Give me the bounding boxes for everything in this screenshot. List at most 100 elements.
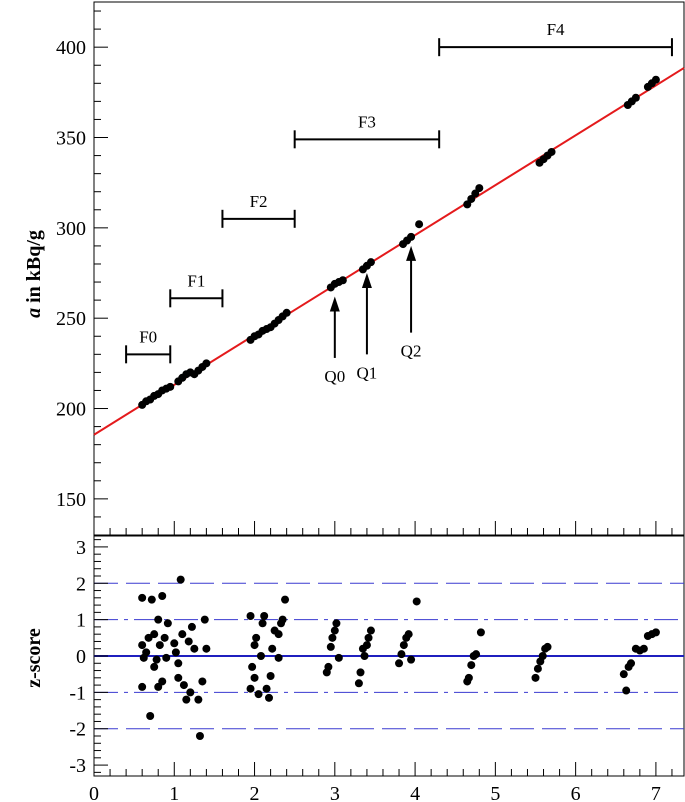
range-bracket-label: F2 bbox=[250, 192, 268, 211]
bottom-data-point bbox=[467, 661, 476, 670]
bottom-data-point bbox=[256, 652, 265, 660]
bottom-data-point bbox=[158, 592, 167, 600]
top-data-point bbox=[651, 75, 660, 84]
bottom-data-point bbox=[639, 644, 648, 653]
bottom-y-tick-label: 0 bbox=[76, 646, 86, 668]
bottom-data-point bbox=[160, 633, 169, 642]
bottom-data-point bbox=[154, 615, 163, 624]
bottom-data-point bbox=[619, 670, 628, 679]
top-panel: a in kBq/g 150 200 250 300 350 400 F0 F1 F2 F3 F4 Q… bbox=[23, 1, 685, 536]
bottom-data-point bbox=[184, 637, 193, 646]
bottom-data-point bbox=[171, 648, 180, 657]
bottom-data-point bbox=[651, 628, 660, 637]
bottom-data-point bbox=[533, 664, 542, 673]
bottom-data-point bbox=[142, 648, 151, 657]
bottom-data-point bbox=[407, 655, 416, 664]
arrow-head bbox=[406, 245, 417, 261]
bottom-data-point bbox=[531, 673, 540, 682]
bottom-data-point bbox=[538, 652, 547, 660]
bottom-data-point bbox=[262, 684, 271, 693]
top-data-point bbox=[166, 382, 175, 391]
bottom-data-point bbox=[472, 650, 481, 659]
bottom-x-tick-label: 1 bbox=[169, 783, 179, 802]
range-bracket-label: F1 bbox=[187, 271, 205, 290]
bottom-data-point bbox=[330, 626, 339, 635]
bottom-data-point bbox=[252, 633, 261, 642]
bottom-y-tick-label: -1 bbox=[69, 682, 86, 704]
bottom-x-tick-label: 4 bbox=[410, 783, 420, 802]
bottom-x-tick-label: 3 bbox=[330, 783, 340, 802]
bottom-x-tick-label: 7 bbox=[651, 783, 661, 802]
range-bracket-f2: F2 bbox=[221, 192, 296, 228]
bottom-data-point bbox=[190, 644, 199, 653]
bottom-data-point bbox=[278, 615, 287, 624]
bottom-data-point bbox=[194, 695, 203, 704]
bottom-data-point bbox=[281, 595, 290, 604]
bottom-data-point bbox=[174, 659, 183, 668]
bottom-data-point bbox=[274, 653, 283, 662]
bottom-panel: z-score -3 -2 -1 0 1 2 3 0 1 2 3 4 5 6 7 bbox=[23, 535, 685, 802]
arrow-head bbox=[329, 296, 340, 312]
top-data-point bbox=[631, 93, 640, 102]
bottom-data-point bbox=[155, 641, 164, 650]
bottom-data-point bbox=[366, 626, 375, 635]
arrow-q2: Q2 bbox=[401, 245, 421, 361]
bottom-data-point bbox=[328, 633, 337, 642]
bottom-data-point bbox=[332, 619, 341, 628]
bottom-data-point bbox=[334, 653, 343, 662]
bottom-y-tick-label: 1 bbox=[76, 610, 86, 632]
bottom-data-point bbox=[248, 662, 257, 671]
bottom-data-point bbox=[146, 712, 155, 720]
bottom-data-point bbox=[195, 732, 204, 740]
top-y-tick-label: 300 bbox=[56, 218, 86, 240]
bottom-y-tick-label: 2 bbox=[76, 573, 86, 595]
bottom-data-point bbox=[356, 668, 365, 677]
range-bracket-f3: F3 bbox=[293, 112, 441, 149]
bottom-data-point bbox=[150, 630, 159, 639]
bottom-x-tick-label: 2 bbox=[250, 783, 260, 802]
bottom-data-point bbox=[362, 641, 371, 650]
range-bracket-f4: F4 bbox=[438, 20, 673, 57]
bottom-data-point bbox=[260, 612, 269, 620]
arrow-head bbox=[361, 273, 372, 289]
top-data-point bbox=[282, 308, 291, 317]
top-y-tick-label: 150 bbox=[56, 489, 86, 511]
bottom-data-point bbox=[360, 652, 369, 660]
bottom-data-point bbox=[264, 693, 273, 702]
bottom-data-point bbox=[543, 642, 552, 651]
top-y-tick-label: 400 bbox=[56, 37, 86, 59]
top-y-tick-label: 250 bbox=[56, 308, 86, 330]
top-data-point bbox=[407, 232, 416, 241]
bottom-data-point bbox=[622, 686, 631, 695]
range-bracket-label: F3 bbox=[358, 112, 376, 131]
top-y-tick-label: 350 bbox=[56, 128, 86, 150]
bottom-y-tick-label: -2 bbox=[69, 719, 86, 741]
bottom-x-tick-label: 0 bbox=[89, 783, 99, 802]
bottom-data-point bbox=[326, 642, 335, 651]
bottom-data-point bbox=[182, 695, 191, 704]
top-data-point bbox=[415, 220, 424, 229]
bottom-y-tick-label: 3 bbox=[76, 537, 86, 559]
top-y-axis-label-italic: a bbox=[23, 308, 45, 318]
bottom-data-point bbox=[404, 630, 413, 639]
bottom-data-point bbox=[397, 650, 406, 659]
bottom-data-point bbox=[412, 597, 421, 606]
bottom-y-axis-label: z-score bbox=[23, 628, 45, 688]
bottom-data-point bbox=[254, 690, 263, 699]
bottom-data-point bbox=[186, 688, 195, 697]
range-bracket-label: F4 bbox=[547, 20, 565, 39]
bottom-data-point bbox=[176, 575, 185, 584]
arrow-label: Q1 bbox=[357, 363, 378, 382]
bottom-data-point bbox=[274, 630, 283, 639]
bottom-data-point bbox=[178, 630, 187, 639]
bottom-data-point bbox=[138, 682, 147, 691]
bottom-data-point bbox=[246, 612, 255, 620]
bottom-data-point bbox=[162, 653, 171, 662]
top-data-point bbox=[366, 258, 375, 267]
bottom-data-point bbox=[246, 684, 255, 693]
bottom-data-point bbox=[627, 659, 636, 668]
bottom-data-point bbox=[138, 593, 147, 602]
bottom-data-point bbox=[200, 615, 209, 624]
bottom-data-point bbox=[147, 595, 156, 604]
bottom-data-point bbox=[187, 622, 196, 631]
